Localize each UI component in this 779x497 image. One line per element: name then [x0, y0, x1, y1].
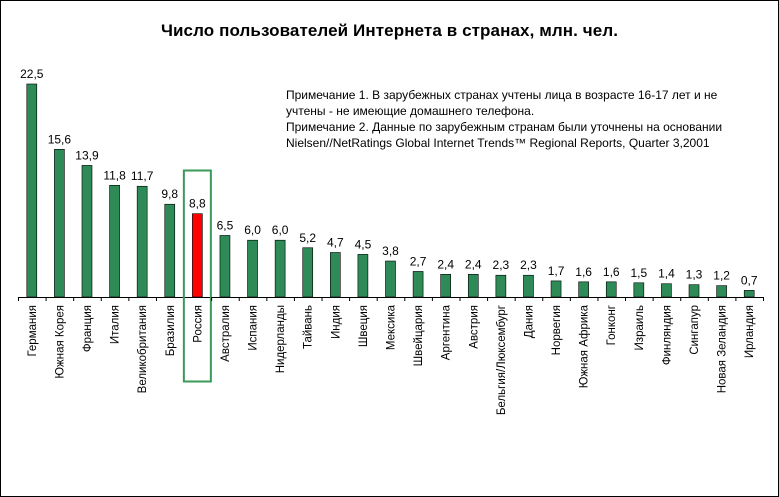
bar-24 — [688, 284, 700, 298]
category-label-18: Дания — [523, 305, 535, 338]
category-label-8: Испания — [248, 305, 260, 351]
category-label-0: Германия — [27, 305, 39, 357]
value-label-16: 2,4 — [465, 257, 482, 271]
category-label-9: Нидерланды — [275, 305, 287, 373]
value-label-4: 11,7 — [131, 169, 154, 183]
category-label-17: Бельгия/Люксембург — [496, 305, 508, 415]
value-label-19: 1,7 — [548, 264, 565, 278]
bar-1 — [54, 149, 65, 298]
category-label-21: Гонконг — [606, 305, 618, 345]
bar-25 — [716, 285, 727, 298]
bar-20 — [578, 281, 589, 298]
category-label-24: Сингапур — [689, 305, 701, 355]
category-label-4: Великобритания — [137, 305, 149, 393]
value-label-14: 2,7 — [410, 254, 427, 268]
bar-6 — [192, 213, 203, 298]
bar-2 — [81, 165, 93, 298]
value-label-3: 11,8 — [103, 168, 126, 182]
value-label-22: 1,5 — [630, 266, 647, 280]
value-label-21: 1,6 — [603, 265, 620, 279]
value-label-23: 1,4 — [658, 267, 675, 281]
bar-15 — [440, 273, 451, 298]
bar-12 — [357, 254, 369, 298]
category-label-3: Италия — [110, 305, 122, 344]
note-line-3: Примечание 2. Данные по зарубежным стран… — [286, 120, 723, 134]
note-line-1: Примечание 1. В зарубежных странах учтен… — [286, 88, 718, 102]
value-label-26: 0,7 — [741, 273, 758, 287]
value-label-17: 2,3 — [493, 258, 510, 272]
bar-0 — [26, 83, 38, 298]
bar-18 — [523, 274, 534, 298]
category-label-23: Финляндия — [661, 305, 673, 365]
bar-21 — [605, 281, 617, 298]
bar-3 — [109, 184, 120, 298]
value-label-11: 4,7 — [327, 236, 344, 250]
category-label-22: Израиль — [634, 305, 646, 350]
bar-17 — [495, 274, 507, 298]
chart-notes: Примечание 1. В зарубежных странах учтен… — [286, 87, 766, 151]
category-label-13: Мексика — [386, 304, 398, 350]
bar-9 — [274, 239, 286, 298]
category-label-11: Индия — [330, 305, 342, 339]
bar-26 — [743, 290, 755, 298]
bar-4 — [136, 185, 148, 298]
value-label-15: 2,4 — [437, 257, 454, 271]
chart-title: Число пользователей Интернета в странах,… — [160, 21, 619, 40]
bar-16 — [467, 273, 479, 298]
category-label-15: Аргентина — [441, 304, 453, 360]
value-label-24: 1,3 — [686, 268, 703, 282]
note-line-4: Nielsen//NetRatings Global Internet Tren… — [286, 136, 710, 150]
value-label-6: 8,8 — [189, 197, 206, 211]
note-line-2: учтены - не имеющие домашнего телефона. — [286, 104, 535, 118]
value-label-10: 5,2 — [299, 231, 316, 245]
highlight-box — [182, 169, 212, 383]
value-label-2: 13,9 — [75, 148, 99, 162]
value-label-1: 15,6 — [48, 132, 72, 146]
bar-11 — [330, 252, 341, 298]
bar-7 — [219, 235, 231, 298]
category-label-20: Южная Африка — [579, 304, 591, 388]
value-label-12: 4,5 — [355, 237, 372, 251]
category-label-2: Франция — [82, 305, 94, 352]
category-label-12: Швеция — [358, 305, 370, 347]
value-label-9: 6,0 — [272, 223, 289, 237]
value-label-20: 1,6 — [575, 265, 592, 279]
bar-14 — [412, 271, 424, 298]
value-label-13: 3,8 — [382, 244, 399, 258]
category-label-26: Ирландия — [744, 305, 756, 358]
category-label-14: Швейцария — [413, 305, 425, 366]
bar-22 — [633, 282, 645, 298]
bar-23 — [661, 283, 672, 298]
bar-13 — [385, 260, 396, 298]
category-label-6: Россия — [192, 305, 204, 343]
category-label-1: Южная Корея — [54, 305, 66, 379]
category-label-5: Бразилия — [165, 305, 177, 356]
category-label-10: Тайвань — [303, 305, 315, 349]
category-label-7: Австралия — [220, 305, 232, 362]
value-label-8: 6,0 — [244, 223, 261, 237]
category-label-16: Австрия — [468, 305, 480, 349]
value-label-18: 2,3 — [520, 258, 537, 272]
bar-5 — [164, 203, 176, 298]
value-label-25: 1,2 — [713, 269, 730, 283]
bar-19 — [550, 280, 562, 298]
value-label-7: 6,5 — [217, 218, 234, 232]
bar-8 — [247, 239, 258, 298]
category-label-25: Новая Зеландия — [717, 305, 729, 393]
category-label-19: Норвегия — [551, 305, 563, 355]
bar-10 — [302, 247, 314, 298]
value-label-0: 22,5 — [20, 67, 44, 81]
value-label-5: 9,8 — [161, 187, 178, 201]
